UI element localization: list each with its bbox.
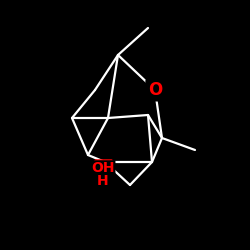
Text: O: O — [148, 81, 162, 99]
Text: OH: OH — [91, 161, 115, 175]
Text: H: H — [97, 174, 109, 188]
